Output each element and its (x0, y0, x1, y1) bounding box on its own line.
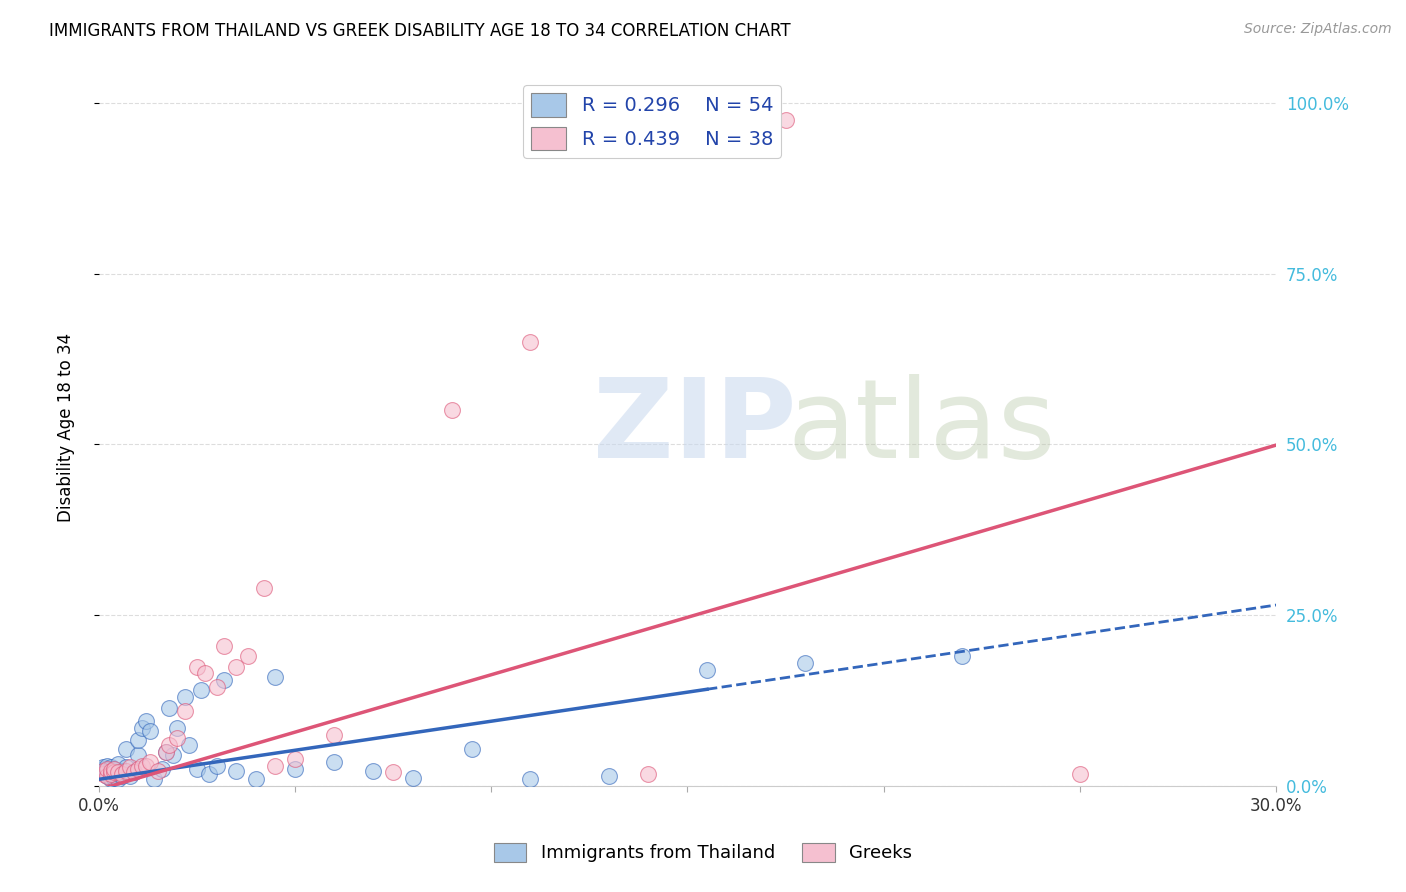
Point (107, 757, 129, 772)
Point (115, 741, 138, 756)
Point (214, 639, 236, 653)
Point (100, 764, 122, 778)
Point (127, 762, 149, 776)
Point (598, 769, 620, 783)
Point (155, 745, 177, 759)
Point (91, 765, 114, 780)
Point (100, 762, 122, 776)
Point (197, 767, 219, 781)
Point (135, 758, 157, 772)
Point (91, 762, 114, 776)
Point (177, 738, 200, 752)
Point (96, 764, 118, 778)
Text: Source: ZipAtlas.com: Source: ZipAtlas.com (1244, 22, 1392, 37)
Point (122, 765, 145, 780)
Point (122, 765, 145, 780)
Point (284, 752, 307, 766)
Point (100, 767, 122, 781)
Legend: R = 0.296    N = 54, R = 0.439    N = 38: R = 0.296 N = 54, R = 0.439 N = 38 (523, 86, 780, 158)
Point (91, 764, 114, 778)
Point (91, 760, 114, 774)
Point (115, 764, 138, 778)
Point (96, 769, 118, 783)
Point (103, 771, 125, 785)
Legend: Immigrants from Thailand, Greeks: Immigrants from Thailand, Greeks (486, 836, 920, 870)
Point (146, 764, 169, 778)
Point (323, 756, 346, 770)
Point (139, 756, 162, 770)
Point (440, 403, 463, 417)
Point (205, 680, 228, 694)
Point (519, 334, 541, 349)
Point (775, 112, 797, 127)
Point (186, 659, 208, 673)
Point (96, 769, 118, 783)
Point (120, 769, 142, 783)
Point (131, 758, 153, 772)
Point (159, 738, 181, 752)
Point (1069, 767, 1091, 781)
Point (214, 673, 236, 688)
Point (127, 748, 149, 763)
Point (264, 670, 287, 684)
Point (174, 704, 197, 718)
Point (363, 764, 385, 778)
Point (794, 656, 817, 670)
Point (103, 765, 125, 780)
Point (225, 659, 247, 673)
Point (111, 764, 134, 778)
Text: ZIP: ZIP (593, 374, 797, 481)
Point (107, 765, 129, 780)
Point (111, 767, 134, 781)
Text: atlas: atlas (787, 374, 1056, 481)
Point (382, 765, 405, 780)
Point (205, 758, 228, 772)
Point (284, 762, 307, 776)
Point (142, 772, 165, 787)
Point (127, 732, 149, 747)
Y-axis label: Disability Age 18 to 34: Disability Age 18 to 34 (58, 333, 75, 522)
Point (166, 731, 188, 746)
Point (96, 762, 118, 776)
Point (107, 767, 129, 781)
Point (236, 649, 259, 664)
Point (174, 690, 197, 705)
Point (111, 769, 134, 783)
Point (225, 764, 247, 778)
Point (96, 765, 118, 780)
Point (159, 700, 181, 714)
Point (135, 714, 157, 729)
Point (519, 772, 541, 787)
Point (103, 762, 125, 776)
Point (139, 724, 162, 739)
Point (150, 762, 173, 776)
Point (96, 758, 118, 772)
Point (186, 762, 208, 776)
Point (402, 771, 425, 785)
Point (950, 649, 973, 664)
Point (637, 767, 659, 781)
Point (264, 758, 287, 772)
Point (166, 721, 188, 735)
Point (696, 663, 718, 677)
Point (252, 581, 274, 595)
Point (190, 683, 212, 698)
Point (107, 772, 129, 787)
Text: IMMIGRANTS FROM THAILAND VS GREEK DISABILITY AGE 18 TO 34 CORRELATION CHART: IMMIGRANTS FROM THAILAND VS GREEK DISABI… (49, 22, 790, 40)
Point (103, 762, 125, 776)
Point (100, 767, 122, 781)
Point (245, 772, 267, 787)
Point (103, 765, 125, 780)
Point (162, 748, 184, 763)
Point (194, 666, 217, 681)
Point (115, 760, 138, 774)
Point (91, 767, 114, 781)
Point (120, 760, 142, 774)
Point (323, 728, 346, 742)
Point (460, 741, 482, 756)
Point (100, 760, 122, 774)
Point (100, 772, 122, 787)
Point (155, 745, 177, 759)
Point (131, 721, 153, 735)
